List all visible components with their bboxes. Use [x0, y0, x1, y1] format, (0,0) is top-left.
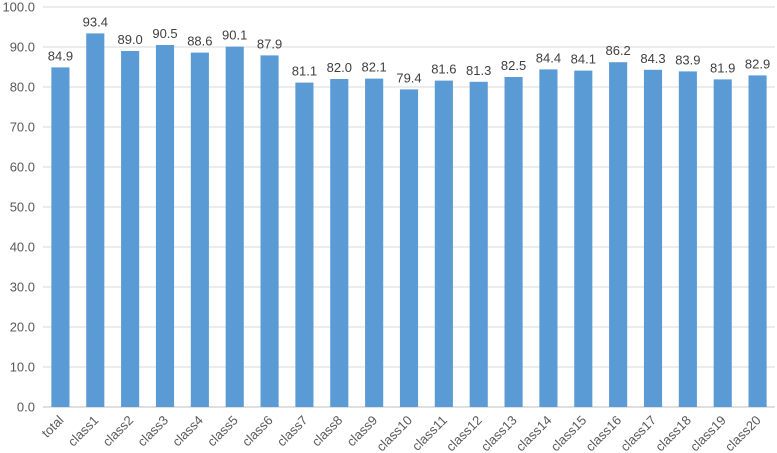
data-label-class6: 87.9: [257, 36, 282, 51]
data-label-class19: 81.9: [710, 60, 735, 75]
bar-class6: [260, 55, 279, 408]
bar-class3: [155, 45, 175, 407]
data-label-class15: 84.1: [571, 52, 596, 67]
bar-class14: [539, 69, 558, 408]
data-label-class14: 84.4: [536, 50, 561, 65]
x-tick-label-class8: class8: [309, 413, 346, 450]
data-label-class16: 86.2: [605, 43, 630, 58]
bar-class9: [365, 78, 384, 407]
data-label-class13: 82.5: [501, 58, 526, 73]
x-tick-label-total: total: [39, 412, 67, 440]
y-tick-label: 40.0: [10, 240, 35, 255]
bar-class19: [713, 79, 732, 408]
x-tick-label-class11: class11: [409, 413, 450, 453]
y-tick-label: 20.0: [10, 320, 35, 335]
data-label-class18: 83.9: [675, 52, 700, 67]
y-tick-label: 70.0: [10, 120, 35, 135]
x-tick-label-class18: class18: [652, 413, 694, 453]
bar-class11: [434, 80, 453, 407]
bar-class12: [469, 81, 488, 408]
x-tick-label-class2: class2: [100, 413, 137, 450]
x-tick-label-class13: class13: [478, 413, 520, 453]
bar-class2: [121, 51, 140, 407]
data-label-total: 84.9: [48, 48, 73, 63]
data-label-class12: 81.3: [466, 63, 491, 78]
y-tick-label: 60.0: [10, 160, 35, 175]
x-tick-label-class17: class17: [617, 413, 659, 453]
bar-class1: [86, 33, 105, 408]
bars: [51, 33, 767, 408]
y-tick-label: 50.0: [10, 200, 35, 215]
x-tick-label-class3: class3: [134, 413, 171, 450]
bar-class20: [748, 75, 767, 408]
data-label-class3: 90.5: [152, 26, 177, 41]
y-tick-label: 30.0: [10, 280, 35, 295]
data-label-class2: 89.0: [117, 32, 142, 47]
y-axis-ticks: 0.0 10.0 20.0 30.0 40.0 50.0 60.0 70.0 80.0 90.0 1…: [2, 0, 35, 415]
x-tick-label-class6: class6: [239, 413, 276, 450]
data-label-class7: 81.1: [292, 64, 317, 79]
bar-class8: [330, 79, 349, 407]
bar-class17: [643, 69, 663, 408]
y-tick-label: 90.0: [10, 40, 35, 55]
x-tick-label-class16: class16: [582, 413, 624, 453]
x-tick-label-class4: class4: [169, 413, 206, 450]
data-label-class5: 90.1: [222, 28, 247, 43]
data-label-class17: 84.3: [640, 51, 665, 66]
x-tick-label-class15: class15: [548, 413, 590, 453]
x-tick-label-class1: class1: [65, 413, 102, 450]
bar-class18: [678, 71, 697, 408]
data-label-class10: 79.4: [396, 70, 421, 85]
data-labels: 84.9 93.4 89.0 90.5 88.6 90.1 87.9 81.1 82.0 82.1…: [48, 14, 770, 85]
bar-total: [51, 67, 70, 408]
data-label-class4: 88.6: [187, 34, 212, 49]
x-tick-label-class20: class20: [722, 413, 764, 453]
x-tick-label-class10: class10: [373, 413, 415, 453]
x-tick-label-class12: class12: [443, 413, 485, 453]
data-label-class11: 81.6: [431, 62, 456, 77]
y-tick-label: 0.0: [17, 400, 35, 415]
x-axis-ticks: totalclass1class2class3class4class5class…: [39, 412, 764, 453]
x-tick-label-class19: class19: [687, 413, 729, 453]
x-tick-label-class14: class14: [513, 413, 555, 453]
y-tick-label: 100.0: [2, 0, 35, 15]
data-label-class9: 82.1: [361, 60, 386, 75]
y-tick-label: 10.0: [10, 360, 35, 375]
x-tick-label-class5: class5: [204, 413, 241, 450]
data-label-class20: 82.9: [745, 56, 770, 71]
bar-class16: [609, 62, 628, 407]
bar-class15: [574, 70, 593, 407]
bar-class13: [504, 77, 523, 407]
y-tick-label: 80.0: [10, 80, 35, 95]
bar-class10: [399, 89, 419, 408]
data-label-class8: 82.0: [327, 60, 352, 75]
bar-class7: [295, 82, 314, 407]
bar-class4: [190, 52, 209, 407]
data-label-class1: 93.4: [83, 14, 108, 29]
bar-class5: [225, 46, 244, 407]
x-tick-label-class7: class7: [274, 413, 311, 450]
